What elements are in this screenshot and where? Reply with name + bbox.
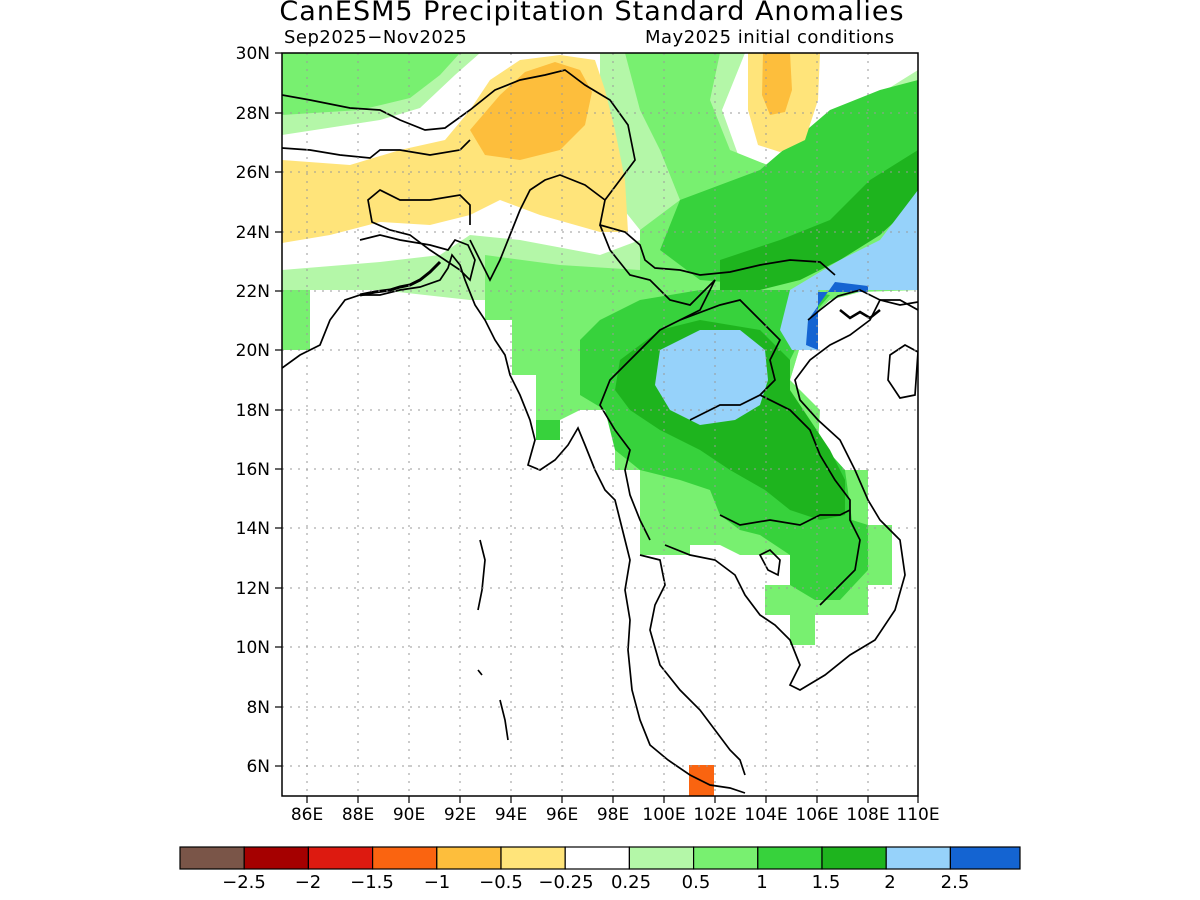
anomaly-region-wet-moderate <box>282 53 460 115</box>
season-label: Sep2025−Nov2025 <box>284 27 468 48</box>
y-tick-label: 16N <box>236 460 270 480</box>
colorbar-label: −1.5 <box>350 872 394 893</box>
colorbar-swatch <box>307 846 374 870</box>
x-axis-labels: 86E 88E 90E 92E 94E 96E 98E 100E 102E 10… <box>291 805 940 825</box>
colorbar-label: −0.25 <box>538 872 593 893</box>
colorbar-swatch <box>564 846 631 870</box>
axis-ticks <box>275 52 919 803</box>
anomaly-region-dry-moderate <box>762 53 792 115</box>
graticule <box>282 53 918 796</box>
colorbar-label: −0.5 <box>479 872 523 893</box>
indochina-coastline <box>639 554 746 776</box>
y-tick-label: 8N <box>246 698 270 718</box>
x-tick-label: 90E <box>393 805 425 825</box>
anomaly-region-wet-strong <box>536 420 560 440</box>
gulf-of-thailand-coast <box>664 299 918 691</box>
x-tick-label: 110E <box>896 805 939 825</box>
x-tick-label: 100E <box>642 805 685 825</box>
colorbar-swatch <box>821 846 887 870</box>
thailand-laos-border <box>679 299 861 606</box>
x-tick-label: 86E <box>291 805 323 825</box>
colorbar-labels: −2.5 −2 −1.5 −1 −0.5 −0.25 0.25 0.5 1 1.… <box>222 872 969 893</box>
colorbar-label: −1 <box>424 872 451 893</box>
y-tick-label: 22N <box>236 282 270 302</box>
y-tick-label: 24N <box>236 223 270 243</box>
colorbar <box>179 846 1021 870</box>
bangladesh-border <box>359 188 476 282</box>
colorbar-swatch <box>500 846 566 870</box>
colorbar-label: 1 <box>756 872 767 893</box>
myanmar-border <box>469 174 716 541</box>
anomaly-region-wet-extreme <box>655 330 768 425</box>
y-tick-label: 12N <box>236 579 270 599</box>
vietnam-north-coast <box>807 289 918 321</box>
y-tick-label: 28N <box>236 104 270 124</box>
hainan-island <box>887 344 918 399</box>
x-tick-label: 104E <box>744 805 787 825</box>
anomaly-region-wet-moderate <box>282 290 310 350</box>
y-tick-label: 18N <box>236 401 270 421</box>
colorbar-label: 0.5 <box>682 872 711 893</box>
x-tick-label: 88E <box>342 805 374 825</box>
colorbar-label: −2 <box>295 872 322 893</box>
coastlines-and-borders <box>282 69 918 794</box>
thailand-cambodia-border <box>719 509 851 526</box>
colorbar-label: 2 <box>884 872 895 893</box>
colorbar-label: −2.5 <box>222 872 266 893</box>
china-border <box>282 69 836 276</box>
x-tick-label: 102E <box>693 805 736 825</box>
colorbar-swatch <box>243 846 309 870</box>
colorbar-label: 1.5 <box>812 872 841 893</box>
colorbar-swatch <box>949 846 1021 870</box>
colorbar-label: 0.25 <box>611 872 651 893</box>
andaman-islands <box>477 539 509 741</box>
x-tick-label: 94E <box>495 805 527 825</box>
y-tick-label: 10N <box>236 638 270 658</box>
y-axis-labels: 6N 8N 10N 12N 14N 16N 18N 20N 22N 24N 26… <box>236 44 270 777</box>
y-tick-label: 14N <box>236 519 270 539</box>
colorbar-swatch <box>179 846 245 870</box>
coastal-detail-vietnam <box>839 309 881 320</box>
x-tick-label: 106E <box>795 805 838 825</box>
india-bangladesh-coastline <box>282 253 746 794</box>
x-tick-label: 92E <box>444 805 476 825</box>
x-tick-label: 96E <box>546 805 578 825</box>
y-tick-label: 20N <box>236 341 270 361</box>
y-tick-label: 6N <box>246 757 270 777</box>
colorbar-label: 2.5 <box>941 872 970 893</box>
coastal-detail-bangladesh <box>359 260 442 297</box>
anomaly-field <box>282 53 918 796</box>
nepal-bhutan-border <box>282 139 471 159</box>
tonle-sap-lake <box>758 548 781 577</box>
y-tick-label: 26N <box>236 163 270 183</box>
colorbar-swatch <box>692 846 759 870</box>
x-tick-label: 108E <box>846 805 889 825</box>
map-frame <box>281 52 919 797</box>
colorbar-swatch <box>628 846 695 870</box>
x-tick-label: 98E <box>597 805 629 825</box>
colorbar-swatch <box>372 846 438 870</box>
anomaly-region-wet-max <box>806 282 868 350</box>
colorbar-swatch <box>436 846 502 870</box>
map-title: CanESM5 Precipitation Standard Anomalies <box>279 0 905 27</box>
y-tick-label: 30N <box>236 44 270 64</box>
anomaly-region-wet-extreme <box>780 190 918 350</box>
anomaly-region-wet-very-strong <box>720 150 918 290</box>
init-conditions-label: May2025 initial conditions <box>645 27 895 48</box>
colorbar-swatch <box>757 846 823 870</box>
colorbar-swatch <box>885 846 952 870</box>
